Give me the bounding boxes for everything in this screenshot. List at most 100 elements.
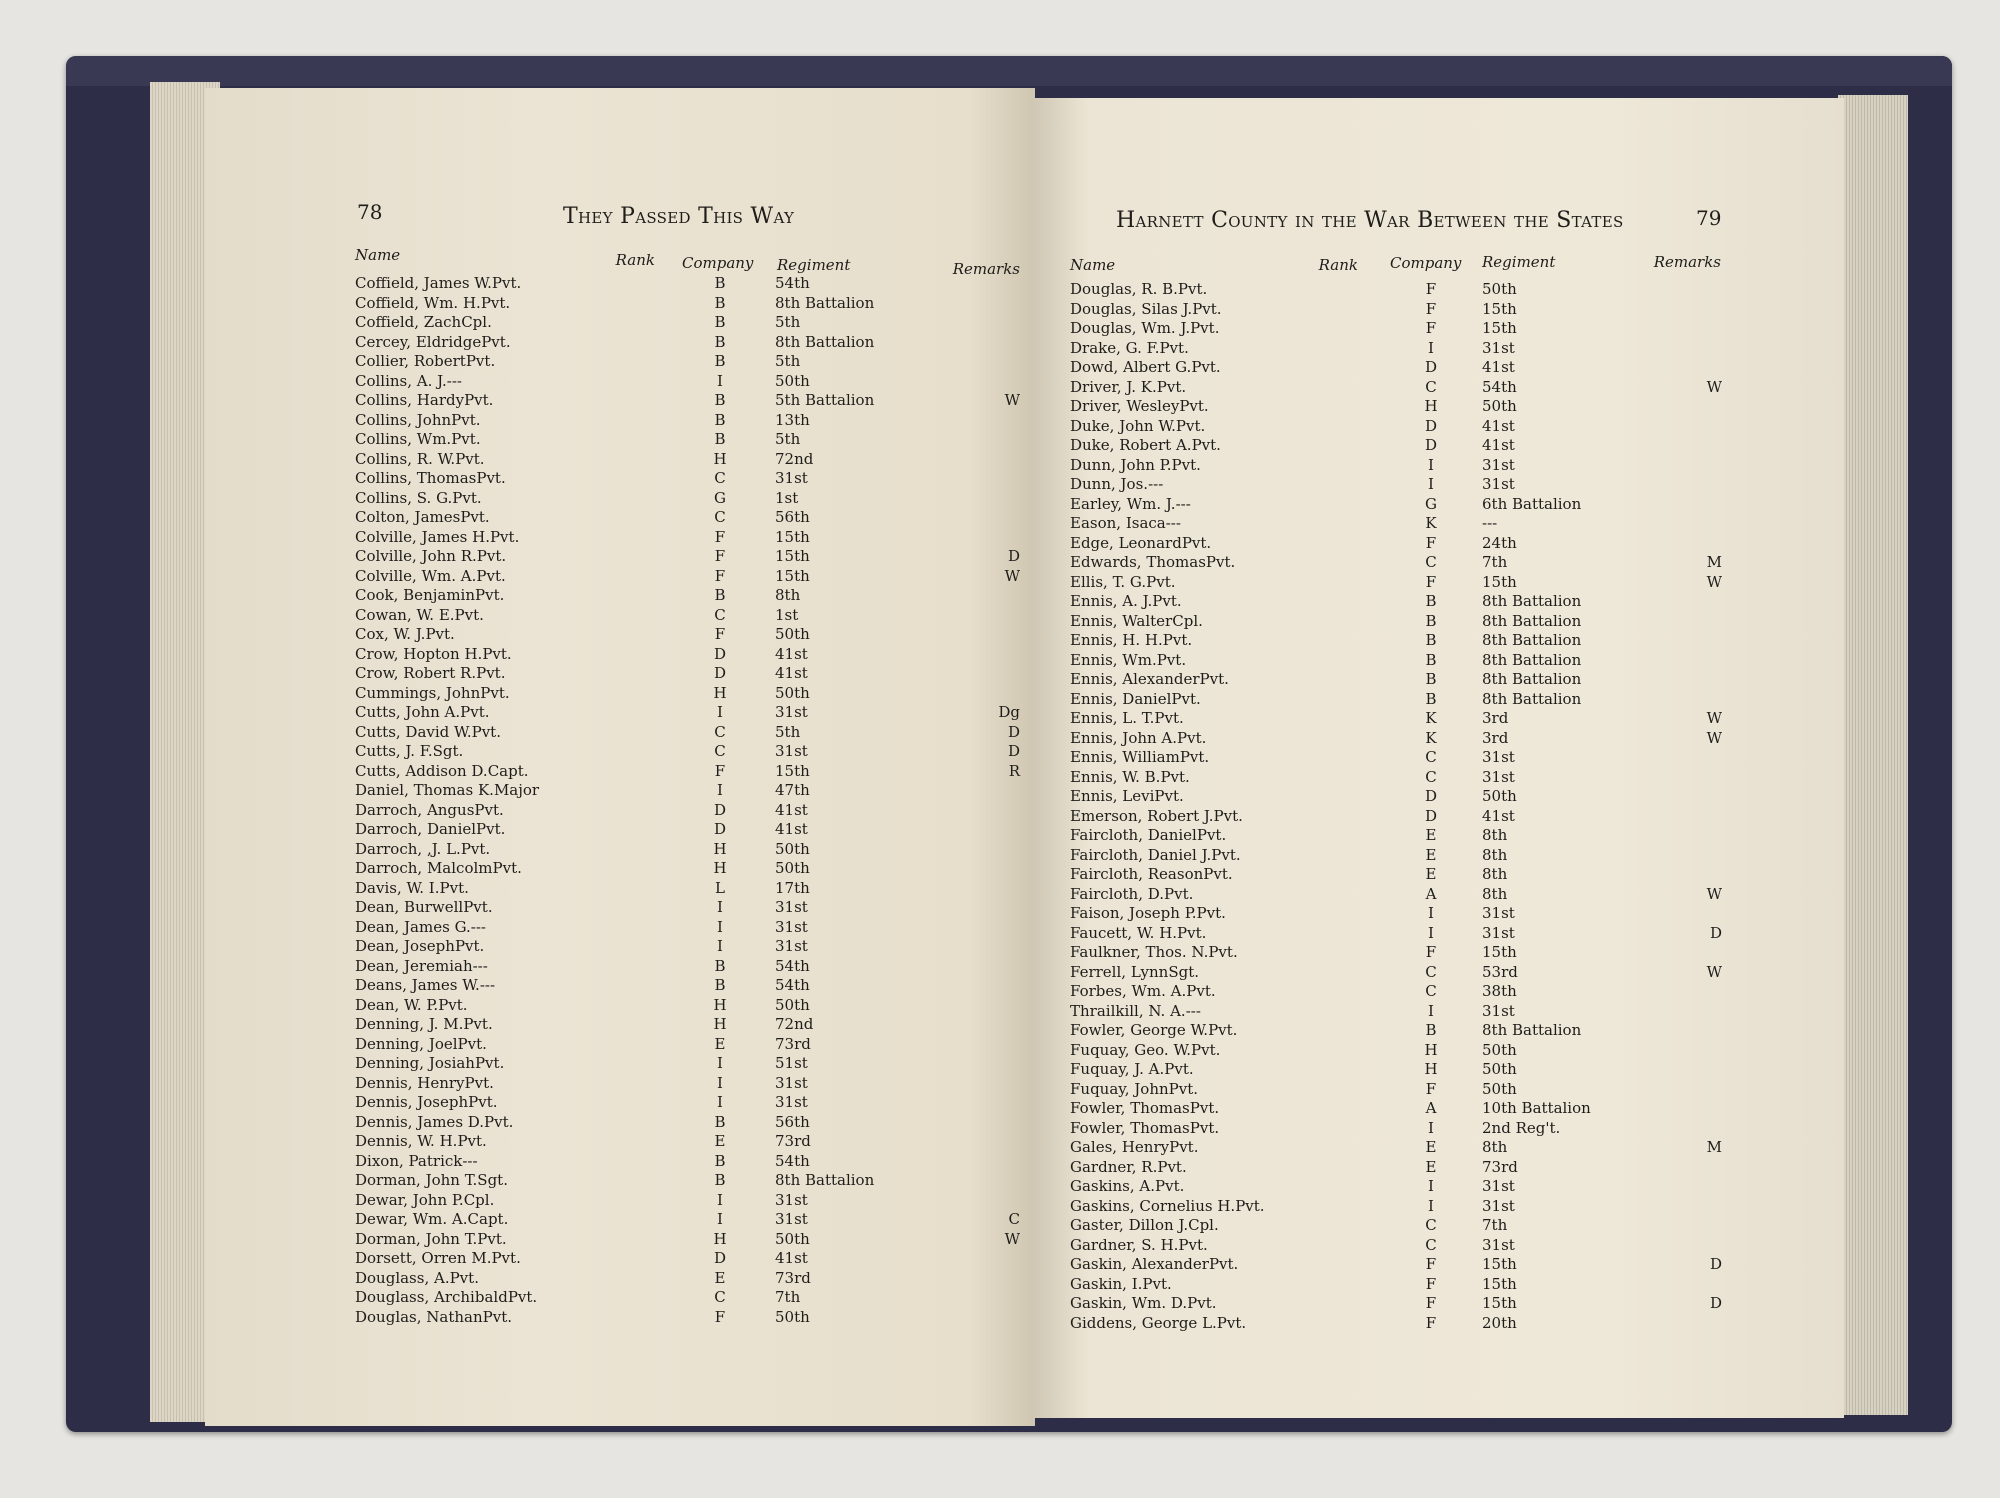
company: I <box>1428 475 1434 493</box>
rank: Pvt. <box>1208 943 1238 961</box>
soldier-name: Cutts, J. F. <box>355 742 433 760</box>
soldier-name: Dennis, James D. <box>355 1112 485 1131</box>
left-page: 78 They Passed This Way Name Rank Compan… <box>205 88 1035 1426</box>
table-row: Colville, James H. Pvt. F 15th <box>355 528 1020 548</box>
rank: Pvt. <box>1208 1021 1238 1039</box>
soldier-name: Darroch, Malcolm <box>355 859 493 877</box>
soldier-name: Collins, Hardy <box>355 391 465 409</box>
soldier-name: Colville, John R. <box>355 547 477 565</box>
soldier-name: Dixon, Patrick <box>355 1151 463 1170</box>
company: F <box>1425 1294 1437 1312</box>
name-rank-cell: Dean, Burwell Pvt. <box>355 898 651 918</box>
regiment: 15th <box>775 547 810 565</box>
name-rank-cell: Fowler, Thomas Pvt. <box>1070 1099 1360 1119</box>
soldier-name: Colville, James H. <box>355 527 490 546</box>
table-row: Douglass, Archibald Pvt. C 7th <box>355 1288 1020 1308</box>
table-row: Dunn, John P. Pvt. I 31st <box>1070 456 1722 476</box>
regiment: 51st <box>775 1054 808 1072</box>
regiment: 41st <box>775 664 808 682</box>
company: H <box>713 1229 727 1248</box>
regiment: 50th <box>775 371 810 390</box>
company: I <box>1428 1118 1434 1137</box>
rank: Pvt. <box>1164 1060 1194 1078</box>
name-rank-cell: Cutts, J. F. Sgt. <box>355 742 651 762</box>
regiment: 8th Battalion <box>775 1171 875 1189</box>
soldier-name: Dunn, Jos. <box>1070 475 1149 493</box>
table-row: Douglas, R. B. Pvt. F 50th <box>1070 280 1722 300</box>
soldier-name: Gaster, Dillon J. <box>1070 1216 1189 1234</box>
soldier-name: Cutts, Addison D. <box>355 761 488 780</box>
table-row: Dewar, John P. Cpl. I 31st <box>355 1191 1020 1211</box>
soldier-name: Faircloth, Reason <box>1070 865 1204 883</box>
regiment: 15th <box>1482 943 1517 961</box>
rank: Pvt. <box>492 859 522 877</box>
soldier-name: Faulkner, Thos. N. <box>1070 943 1209 961</box>
regiment: 31st <box>1482 1196 1515 1215</box>
regiment: 41st <box>1482 436 1515 454</box>
name-rank-cell: Cercey, Eldridge Pvt. <box>355 333 651 353</box>
table-row: Douglas, Silas J. Pvt. F 15th <box>1070 300 1722 320</box>
regiment: 1st <box>775 488 799 507</box>
soldier-name: Dennis, W. H. <box>355 1132 458 1150</box>
rank: Pvt. <box>464 1073 494 1092</box>
name-rank-cell: Ennis, Walter Cpl. <box>1070 612 1360 632</box>
company: G <box>714 488 726 507</box>
rank: Pvt. <box>1191 436 1221 454</box>
remarks: Dg <box>998 703 1020 721</box>
table-row: Ennis, Daniel Pvt. B 8th Battalion <box>1070 690 1722 710</box>
rank: Pvt. <box>1162 631 1193 649</box>
company: D <box>1424 806 1438 825</box>
company: B <box>1425 650 1437 669</box>
table-row: Collins, John Pvt. B 13th <box>355 411 1020 431</box>
table-row: Driver, Wesley Pvt. H 50th <box>1070 397 1722 417</box>
remarks: D <box>1709 923 1722 942</box>
soldier-name: Edwards, Thomas <box>1070 553 1206 571</box>
page-number: 78 <box>357 200 383 224</box>
soldier-name: Ennis, Daniel <box>1070 689 1172 708</box>
rank: Pvt. <box>1190 319 1220 337</box>
table-row: Davis, W. I. Pvt. L 17th <box>355 879 1020 899</box>
company: A <box>1425 884 1437 903</box>
table-row: Gaskin, I. Pvt. F 15th <box>1070 1275 1722 1295</box>
name-rank-cell: Ennis, William Pvt. <box>1070 748 1360 768</box>
name-rank-cell: Ennis, John A. Pvt. <box>1070 729 1360 749</box>
name-rank-cell: Collins, A. J. --- <box>355 372 651 392</box>
rank: Pvt. <box>480 683 510 702</box>
company: D <box>1424 416 1438 435</box>
soldier-name: Douglas, Silas J. <box>1070 299 1193 318</box>
regiment: 73rd <box>1482 1157 1518 1176</box>
soldier-name: Cutts, John A. <box>355 703 461 721</box>
soldier-name: Denning, Josiah <box>355 1054 475 1072</box>
table-row: Ennis, John A. Pvt. K 3rd W <box>1070 729 1722 749</box>
rank: Pvt. <box>1154 709 1184 727</box>
table-row: Ennis, H. H. Pvt. B 8th Battalion <box>1070 631 1722 651</box>
company: F <box>714 625 726 643</box>
regiment: 8th Battalion <box>1482 631 1582 649</box>
soldier-name: Ennis, A. J. <box>1070 592 1153 610</box>
regiment: 31st <box>775 1073 808 1092</box>
name-rank-cell: Gaskin, Alexander Pvt. <box>1070 1255 1360 1275</box>
name-rank-cell: Cutts, Addison D. Capt. <box>355 762 651 782</box>
regiment: 15th <box>1482 572 1517 591</box>
regiment: 8th Battalion <box>1482 689 1582 708</box>
name-rank-cell: Ennis, Levi Pvt. <box>1070 787 1360 807</box>
company: I <box>717 371 723 390</box>
soldier-name: Collins, S. G. <box>355 488 453 507</box>
soldier-name: Darroch, Daniel <box>355 820 477 838</box>
soldier-name: Duke, John W. <box>1070 416 1176 435</box>
table-row: Collins, A. J. --- I 50th <box>355 372 1020 392</box>
running-title: They Passed This Way <box>563 204 795 229</box>
company: B <box>714 1171 726 1189</box>
page-number: 79 <box>1696 206 1722 230</box>
table-row: Dennis, Joseph Pvt. I 31st <box>355 1093 1020 1113</box>
table-row: Cutts, Addison D. Capt. F 15th R <box>355 762 1020 782</box>
remarks: W <box>1706 728 1722 747</box>
table-row: Cutts, John A. Pvt. I 31st Dg <box>355 703 1020 723</box>
soldier-name: Dewar, John P. <box>355 1190 464 1209</box>
table-row: Dean, W. P. Pvt. H 50th <box>355 996 1020 1016</box>
name-rank-cell: Ennis, H. H. Pvt. <box>1070 631 1360 651</box>
header-regiment: Regiment <box>1482 253 1556 271</box>
soldier-name: Cummings, John <box>355 683 481 702</box>
company: E <box>1425 865 1437 883</box>
table-row: Cowan, W. E. Pvt. C 1st <box>355 606 1020 626</box>
